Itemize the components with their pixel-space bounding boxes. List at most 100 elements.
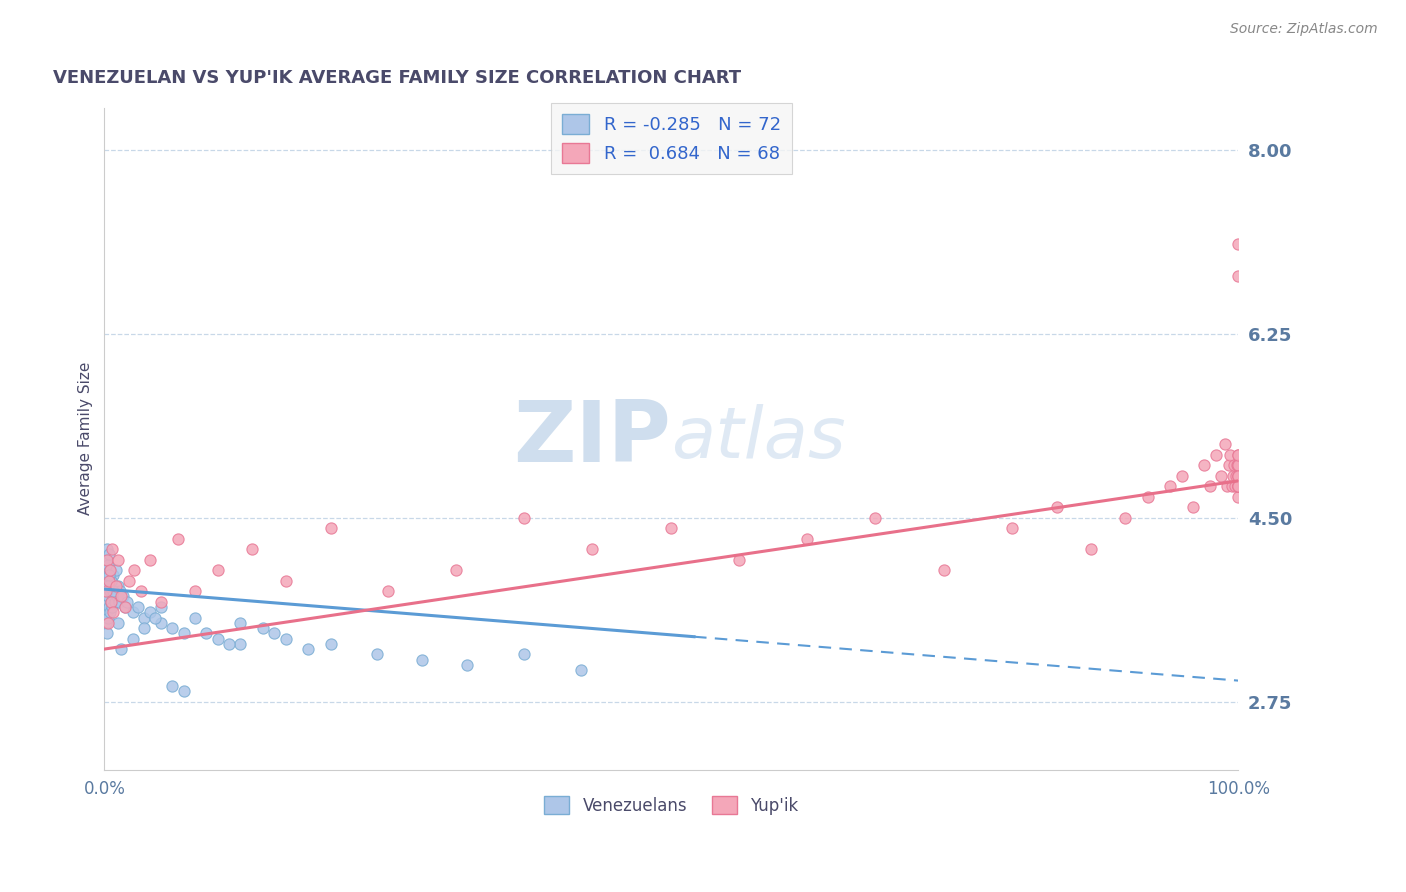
Point [101, 542, 124, 557]
Point [150, 615, 173, 630]
Point [796, 532, 818, 546]
Point [218, 637, 240, 651]
Point [1227, 479, 1250, 493]
Point [456, 657, 478, 672]
Point [96, 605, 118, 619]
Point [321, 637, 343, 651]
Point [1000, 521, 1022, 535]
Point [96, 626, 118, 640]
Point [1080, 542, 1102, 557]
Point [1226, 458, 1249, 472]
Point [97, 574, 120, 588]
Text: Source: ZipAtlas.com: Source: ZipAtlas.com [1230, 22, 1378, 37]
Text: atlas: atlas [672, 404, 846, 474]
Point [1222, 468, 1244, 483]
Point [110, 590, 132, 604]
Point [96, 595, 118, 609]
Point [104, 563, 127, 577]
Point [377, 584, 399, 599]
Point [111, 590, 134, 604]
Point [97, 590, 120, 604]
Point [1227, 490, 1250, 504]
Point [569, 663, 592, 677]
Point [127, 600, 149, 615]
Point [132, 621, 155, 635]
Text: ZIP: ZIP [513, 397, 672, 480]
Point [97, 568, 120, 582]
Point [513, 510, 536, 524]
Point [97, 579, 120, 593]
Point [94, 615, 117, 630]
Point [97, 615, 120, 630]
Point [1219, 448, 1241, 462]
Point [108, 595, 131, 609]
Point [207, 632, 229, 646]
Point [105, 590, 128, 604]
Point [139, 552, 162, 566]
Point [97, 558, 120, 572]
Point [97, 568, 120, 582]
Point [1159, 479, 1181, 493]
Point [274, 632, 297, 646]
Point [366, 648, 388, 662]
Point [103, 568, 125, 582]
Point [1213, 437, 1236, 451]
Point [1227, 448, 1250, 462]
Point [94, 552, 117, 566]
Point [173, 626, 195, 640]
Point [94, 584, 117, 599]
Point [581, 542, 603, 557]
Text: VENEZUELAN VS YUP'IK AVERAGE FAMILY SIZE CORRELATION CHART: VENEZUELAN VS YUP'IK AVERAGE FAMILY SIZE… [53, 69, 741, 87]
Point [139, 605, 162, 619]
Point [96, 552, 118, 566]
Point [1227, 458, 1250, 472]
Point [103, 595, 125, 609]
Point [1227, 468, 1250, 483]
Point [98, 563, 121, 577]
Point [103, 584, 125, 599]
Point [1114, 510, 1136, 524]
Point [411, 652, 433, 666]
Point [121, 632, 143, 646]
Point [1227, 237, 1250, 252]
Point [122, 563, 145, 577]
Point [1223, 479, 1246, 493]
Point [263, 626, 285, 640]
Point [107, 615, 129, 630]
Point [728, 552, 751, 566]
Point [1046, 500, 1069, 515]
Point [150, 600, 173, 615]
Point [94, 584, 117, 599]
Point [229, 637, 252, 651]
Point [101, 600, 124, 615]
Point [167, 532, 190, 546]
Point [98, 563, 121, 577]
Point [129, 584, 152, 599]
Legend: Venezuelans, Yup'ik: Venezuelans, Yup'ik [537, 789, 806, 822]
Point [184, 584, 207, 599]
Point [1220, 479, 1243, 493]
Point [101, 579, 124, 593]
Point [661, 521, 683, 535]
Point [94, 574, 117, 588]
Point [1194, 458, 1216, 472]
Point [1227, 448, 1250, 462]
Point [114, 600, 136, 615]
Point [114, 600, 136, 615]
Y-axis label: Average Family Size: Average Family Size [79, 362, 93, 516]
Point [107, 552, 129, 566]
Point [1227, 468, 1250, 483]
Point [94, 598, 117, 612]
Point [297, 642, 319, 657]
Point [1136, 490, 1159, 504]
Point [145, 610, 167, 624]
Point [103, 605, 125, 619]
Point [104, 584, 127, 599]
Point [107, 579, 129, 593]
Point [118, 574, 141, 588]
Point [321, 521, 343, 535]
Point [97, 548, 120, 562]
Point [103, 590, 125, 604]
Point [110, 642, 132, 657]
Point [1225, 468, 1247, 483]
